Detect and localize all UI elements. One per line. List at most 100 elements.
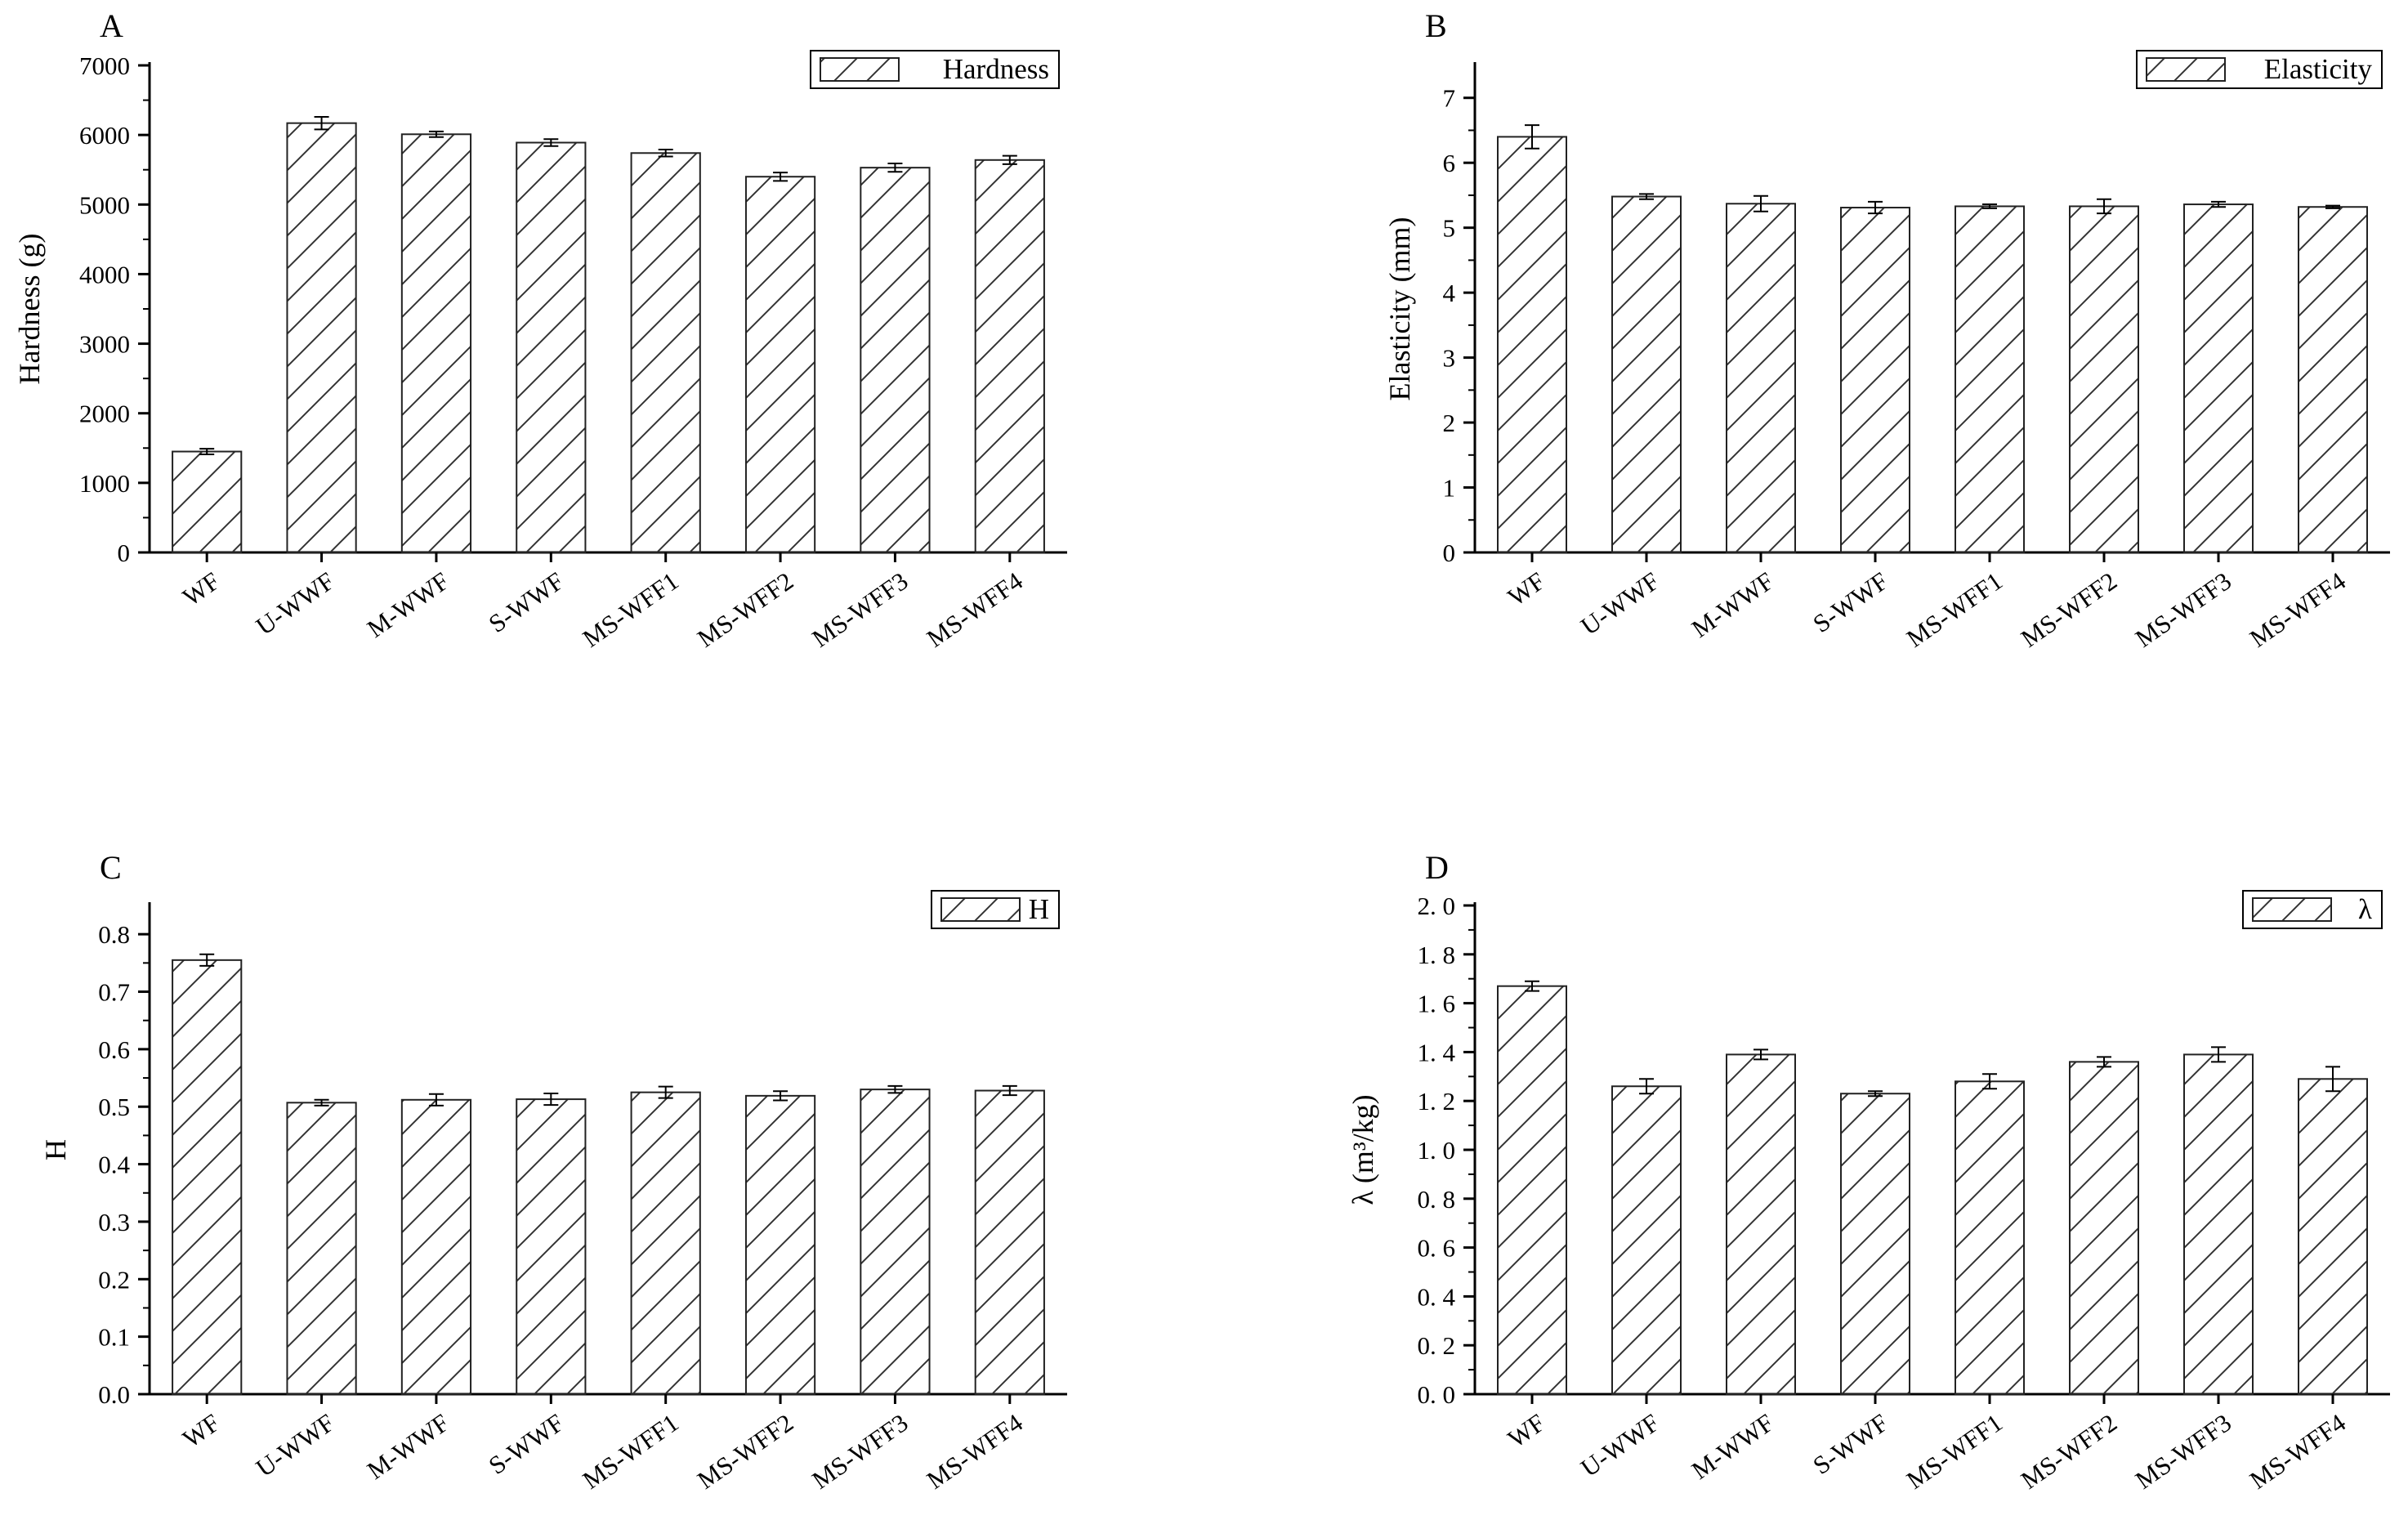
y-tick-label: 0. 8 bbox=[1418, 1185, 1456, 1214]
bar-ms-wff3 bbox=[860, 167, 931, 553]
panel-label: C bbox=[100, 849, 122, 886]
x-tick-label: MS-WFF4 bbox=[2245, 566, 2352, 653]
y-tick-label: 1. 6 bbox=[1418, 990, 1456, 1018]
legend-swatch bbox=[2146, 57, 2226, 82]
panel-label: A bbox=[100, 7, 123, 44]
bar-ms-wff4 bbox=[2298, 206, 2368, 553]
y-axis-label: λ (m³/kg) bbox=[1347, 1094, 1379, 1205]
bar-m-wwf bbox=[400, 1098, 472, 1396]
bar-m-wwf bbox=[1726, 1053, 1796, 1395]
y-tick-label: 5000 bbox=[79, 190, 130, 219]
y-tick-label: 1. 0 bbox=[1418, 1136, 1456, 1165]
bar-wf bbox=[172, 450, 243, 553]
y-tick-label: 1 bbox=[1443, 474, 1456, 503]
y-tick-label: 0.4 bbox=[98, 1151, 130, 1179]
bar-ms-wff3 bbox=[860, 1089, 931, 1395]
panel-label: B bbox=[1425, 7, 1447, 44]
bar-u-wwf bbox=[1611, 195, 1682, 553]
x-tick-label: M-WWF bbox=[1686, 1408, 1779, 1485]
y-tick-label: 0.6 bbox=[98, 1035, 130, 1064]
bar-m-wwf bbox=[400, 133, 472, 553]
bar-wf bbox=[1497, 136, 1567, 553]
y-tick-label: 1. 8 bbox=[1418, 941, 1456, 969]
y-tick-label: 0 bbox=[118, 539, 131, 567]
bar-m-wwf bbox=[1726, 203, 1796, 553]
y-tick-label: 6 bbox=[1443, 149, 1456, 177]
x-tick-label: MS-WFF1 bbox=[578, 566, 684, 653]
x-tick-label: MS-WFF3 bbox=[2130, 566, 2236, 653]
bar-ms-wff4 bbox=[2298, 1078, 2368, 1396]
y-tick-label: 0.2 bbox=[98, 1265, 130, 1294]
bar-u-wwf bbox=[286, 1102, 357, 1395]
legend-swatch bbox=[2252, 897, 2332, 922]
bar-s-wwf bbox=[516, 1098, 587, 1395]
legend-label: H bbox=[1029, 893, 1049, 925]
x-tick-label: MS-WFF4 bbox=[922, 1408, 1029, 1495]
y-tick-label: 6000 bbox=[79, 121, 130, 150]
bar-ms-wff1 bbox=[1955, 205, 2025, 554]
y-tick-label: 0.7 bbox=[98, 978, 130, 1007]
y-tick-label: 5 bbox=[1443, 214, 1456, 243]
y-tick-label: 0.3 bbox=[98, 1208, 130, 1236]
chart-panel-b: B 0 1 2 3 4 5 6 7 Elasticity (mm) WF U-WWF M-WWF S-WW… bbox=[1383, 7, 2390, 653]
y-tick-label: 2. 0 bbox=[1418, 892, 1456, 920]
y-tick-label: 0.0 bbox=[98, 1380, 130, 1409]
y-axis-label: Elasticity (mm) bbox=[1383, 217, 1416, 401]
y-tick-label: 0. 0 bbox=[1418, 1380, 1456, 1409]
y-tick-label: 4 bbox=[1443, 279, 1456, 307]
x-tick-label: U-WWF bbox=[251, 566, 340, 641]
y-tick-label: 3 bbox=[1443, 344, 1456, 373]
x-tick-label: WF bbox=[177, 1408, 225, 1453]
y-tick-label: 2 bbox=[1443, 409, 1456, 437]
panel-label: D bbox=[1425, 849, 1449, 886]
y-tick-label: 0.1 bbox=[98, 1323, 130, 1352]
x-tick-label: S-WWF bbox=[484, 566, 570, 638]
y-tick-label: 1. 4 bbox=[1418, 1038, 1456, 1066]
y-tick-label: 7 bbox=[1443, 84, 1456, 113]
bar-u-wwf bbox=[286, 122, 357, 553]
bar-u-wwf bbox=[1611, 1085, 1682, 1395]
x-tick-label: M-WWF bbox=[1686, 566, 1779, 643]
x-tick-label: U-WWF bbox=[251, 1408, 340, 1482]
chart-panel-c: C 0.0 0.1 0.2 0.3 0.4 0.5 0.6 0.7 0.8 H WF U-WWF M-WW… bbox=[39, 849, 1067, 1495]
legend-label: λ bbox=[2358, 893, 2372, 925]
x-tick-label: MS-WFF2 bbox=[692, 566, 798, 653]
x-tick-label: MS-WFF1 bbox=[578, 1408, 684, 1495]
legend-swatch bbox=[820, 57, 900, 82]
x-tick-label: M-WWF bbox=[362, 1408, 454, 1485]
bar-s-wwf bbox=[516, 141, 587, 553]
chart-panel-a: A 0 1000 2000 3000 4000 5000 6000 7000 Hardness (… bbox=[13, 7, 1067, 653]
bar-ms-wff3 bbox=[2183, 1053, 2254, 1395]
x-tick-label: MS-WFF2 bbox=[2016, 566, 2122, 653]
bar-ms-wff4 bbox=[974, 159, 1045, 553]
x-tick-label: U-WWF bbox=[1575, 1408, 1664, 1482]
y-tick-label: 0.5 bbox=[98, 1093, 130, 1121]
x-tick-label: S-WWF bbox=[1807, 1408, 1893, 1480]
x-tick-label: MS-WFF4 bbox=[922, 566, 1029, 653]
bar-ms-wff2 bbox=[744, 1094, 816, 1396]
y-tick-label: 4000 bbox=[79, 260, 130, 288]
x-tick-label: MS-WFF3 bbox=[806, 566, 913, 653]
x-tick-label: MS-WFF2 bbox=[692, 1408, 798, 1495]
x-tick-label: M-WWF bbox=[362, 566, 454, 643]
bar-s-wwf bbox=[1840, 207, 1910, 553]
chart-panel-d: D 0. 0 0. 2 0. 4 0. 6 0. 8 1. 0 1. 2 1. 4 1. 6 1. … bbox=[1347, 849, 2390, 1495]
bar-wf bbox=[172, 959, 243, 1396]
x-tick-label: WF bbox=[1503, 1408, 1550, 1453]
bar-wf bbox=[1497, 985, 1567, 1396]
x-tick-label: MS-WFF3 bbox=[806, 1408, 913, 1495]
legend-label: Hardness bbox=[943, 53, 1049, 85]
y-tick-label: 1. 2 bbox=[1418, 1087, 1456, 1115]
legend-swatch bbox=[940, 897, 1021, 922]
y-tick-label: 0 bbox=[1443, 539, 1456, 567]
x-tick-label: WF bbox=[177, 566, 225, 611]
bar-s-wwf bbox=[1840, 1093, 1910, 1395]
bar-ms-wff3 bbox=[2183, 203, 2254, 554]
x-tick-label: S-WWF bbox=[484, 1408, 570, 1480]
bar-ms-wff1 bbox=[1955, 1080, 2025, 1396]
x-tick-label: MS-WFF1 bbox=[1901, 566, 2008, 653]
bar-ms-wff4 bbox=[974, 1089, 1045, 1396]
y-tick-label: 1000 bbox=[79, 469, 130, 498]
x-tick-label: MS-WFF4 bbox=[2245, 1408, 2352, 1495]
